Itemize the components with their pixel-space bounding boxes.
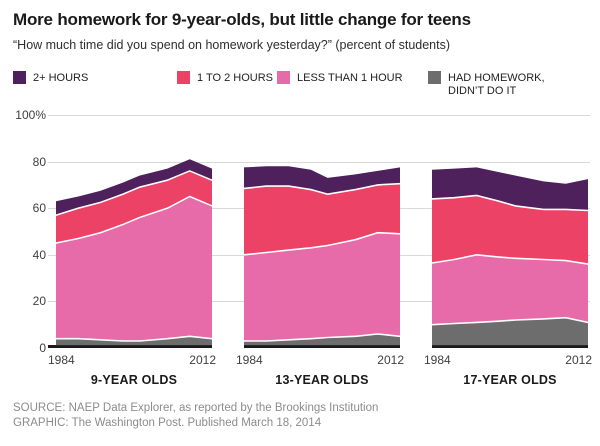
- graphic-credit: GRAPHIC: The Washington Post. Published …: [13, 417, 322, 429]
- x-axis-label-1984: 1984: [48, 353, 75, 367]
- area-had-homework-didn-t-do-it: [432, 317, 588, 348]
- panel-17-year-olds: 1984 2012 17-YEAR OLDS: [424, 115, 592, 387]
- x-axis-tick-zero: [48, 345, 57, 348]
- legend-swatch-1-to-2-hours: [177, 71, 190, 84]
- chart-subtitle: “How much time did you spend on homework…: [13, 38, 451, 52]
- series-boundary-line: [244, 333, 400, 342]
- x-axis-baseline: [432, 345, 588, 348]
- area-had-homework-didn-t-do-it: [244, 334, 400, 348]
- panel-13-year-olds: 1984 2012 13-YEAR OLDS: [236, 115, 404, 387]
- x-axis-label-2012: 2012: [377, 353, 404, 367]
- panel-title-17-year-olds: 17-YEAR OLDS: [463, 373, 557, 387]
- stacked-area-chart-9-year-olds: [56, 159, 212, 348]
- x-axis-label-1984: 1984: [424, 353, 451, 367]
- series-boundary-line: [432, 253, 588, 265]
- y-axis-label-60: 60: [32, 201, 46, 216]
- panel-title-9-year-olds: 9-YEAR OLDS: [90, 373, 178, 387]
- stacked-area-chart-17-year-olds: [432, 167, 588, 348]
- area-had-homework-didn-t-do-it: [56, 336, 212, 348]
- legend-label: HAD HOMEWORK, DIDN’T DO IT: [448, 72, 545, 97]
- x-axis-label-2012: 2012: [565, 353, 592, 367]
- series-boundary-line: [432, 194, 588, 212]
- source-credit: SOURCE: NAEP Data Explorer, as reported …: [13, 402, 379, 414]
- legend-swatch-2plus-hours: [13, 71, 26, 84]
- series-boundary-line: [56, 170, 212, 216]
- x-axis-baseline: [244, 345, 400, 348]
- gridline-80: [48, 161, 590, 163]
- y-axis-label-80: 80: [32, 154, 46, 169]
- y-axis-label-40: 40: [32, 247, 46, 262]
- x-axis-label-1984: 1984: [236, 353, 263, 367]
- series-boundary-line: [244, 182, 400, 196]
- panel-9-year-olds: 1984 2012 9-YEAR OLDS: [48, 115, 216, 387]
- y-axis-label-20: 20: [32, 294, 46, 309]
- legend-label: 1 TO 2 HOURS: [197, 72, 274, 84]
- x-axis-label-2012: 2012: [189, 353, 216, 367]
- legend-item-less-than-1-hour: LESS THAN 1 HOUR: [277, 71, 403, 85]
- legend-item-1-to-2-hours: 1 TO 2 HOURS: [177, 71, 273, 85]
- series-boundary-line: [244, 231, 400, 256]
- series-boundary-line: [56, 335, 212, 342]
- y-axis-label-100: 100%: [15, 108, 46, 122]
- legend-label: 2+ HOURS: [33, 72, 89, 84]
- legend-item-didnt-do-it: HAD HOMEWORK, DIDN’T DO IT: [428, 71, 560, 97]
- legend-label: LESS THAN 1 HOUR: [297, 72, 403, 84]
- series-boundary-line: [432, 316, 588, 326]
- chart-title: More homework for 9-year-olds, but littl…: [13, 10, 471, 29]
- gridline-100: [48, 115, 590, 116]
- legend-swatch-didnt-do-it: [428, 71, 441, 84]
- area-less-than-1-hour: [244, 232, 400, 348]
- x-axis-baseline: [56, 345, 212, 348]
- stacked-area-chart-13-year-olds: [244, 166, 400, 348]
- panel-title-13-year-olds: 13-YEAR OLDS: [275, 373, 369, 387]
- legend-swatch-less-than-1-hour: [277, 71, 290, 84]
- legend-item-2plus-hours: 2+ HOURS: [13, 71, 88, 85]
- series-boundary-line: [56, 195, 212, 244]
- y-axis-label-0: 0: [39, 341, 46, 355]
